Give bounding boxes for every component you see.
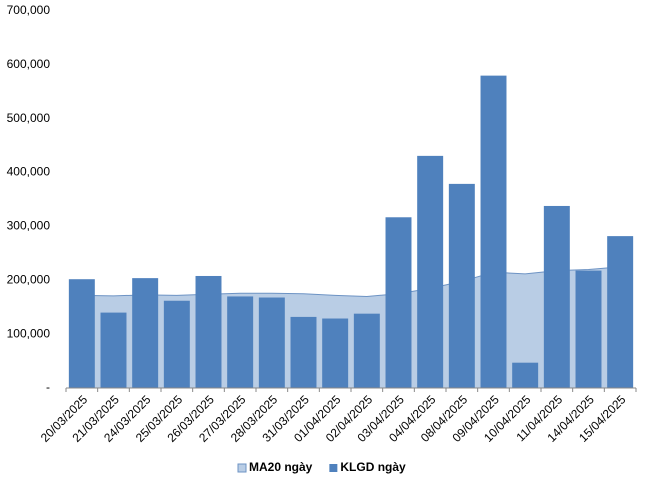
- bar: [100, 312, 127, 388]
- area: [81, 266, 621, 388]
- bar: [353, 313, 380, 388]
- y-tick-label: 400,000: [7, 165, 51, 179]
- y-tick-label: -: [46, 380, 50, 394]
- y-tick-label: 200,000: [7, 272, 51, 286]
- y-tick-label: 700,000: [7, 3, 51, 17]
- legend-label: MA20 ngày: [249, 460, 313, 474]
- bar: [448, 183, 475, 388]
- bar: [258, 297, 285, 388]
- bar: [575, 270, 602, 388]
- y-tick-label: 300,000: [7, 219, 51, 233]
- y-tick-label: 600,000: [7, 57, 51, 71]
- bar: [322, 318, 349, 388]
- bar: [480, 75, 507, 388]
- legend-label: KLGD ngày: [340, 460, 406, 474]
- legend-swatch: [237, 463, 247, 473]
- bar: [195, 275, 222, 388]
- bar: [290, 316, 317, 388]
- bar: [417, 155, 444, 388]
- legend-swatch: [329, 464, 338, 472]
- bar: [543, 205, 570, 388]
- area-line: [81, 266, 621, 297]
- bar: [163, 300, 190, 388]
- bar: [607, 236, 634, 388]
- bar: [68, 279, 95, 388]
- bar: [227, 296, 254, 388]
- y-tick-label: 100,000: [7, 326, 51, 340]
- bar: [385, 217, 412, 388]
- bar: [512, 362, 539, 388]
- y-tick-label: 500,000: [7, 111, 51, 125]
- bar: [132, 278, 159, 388]
